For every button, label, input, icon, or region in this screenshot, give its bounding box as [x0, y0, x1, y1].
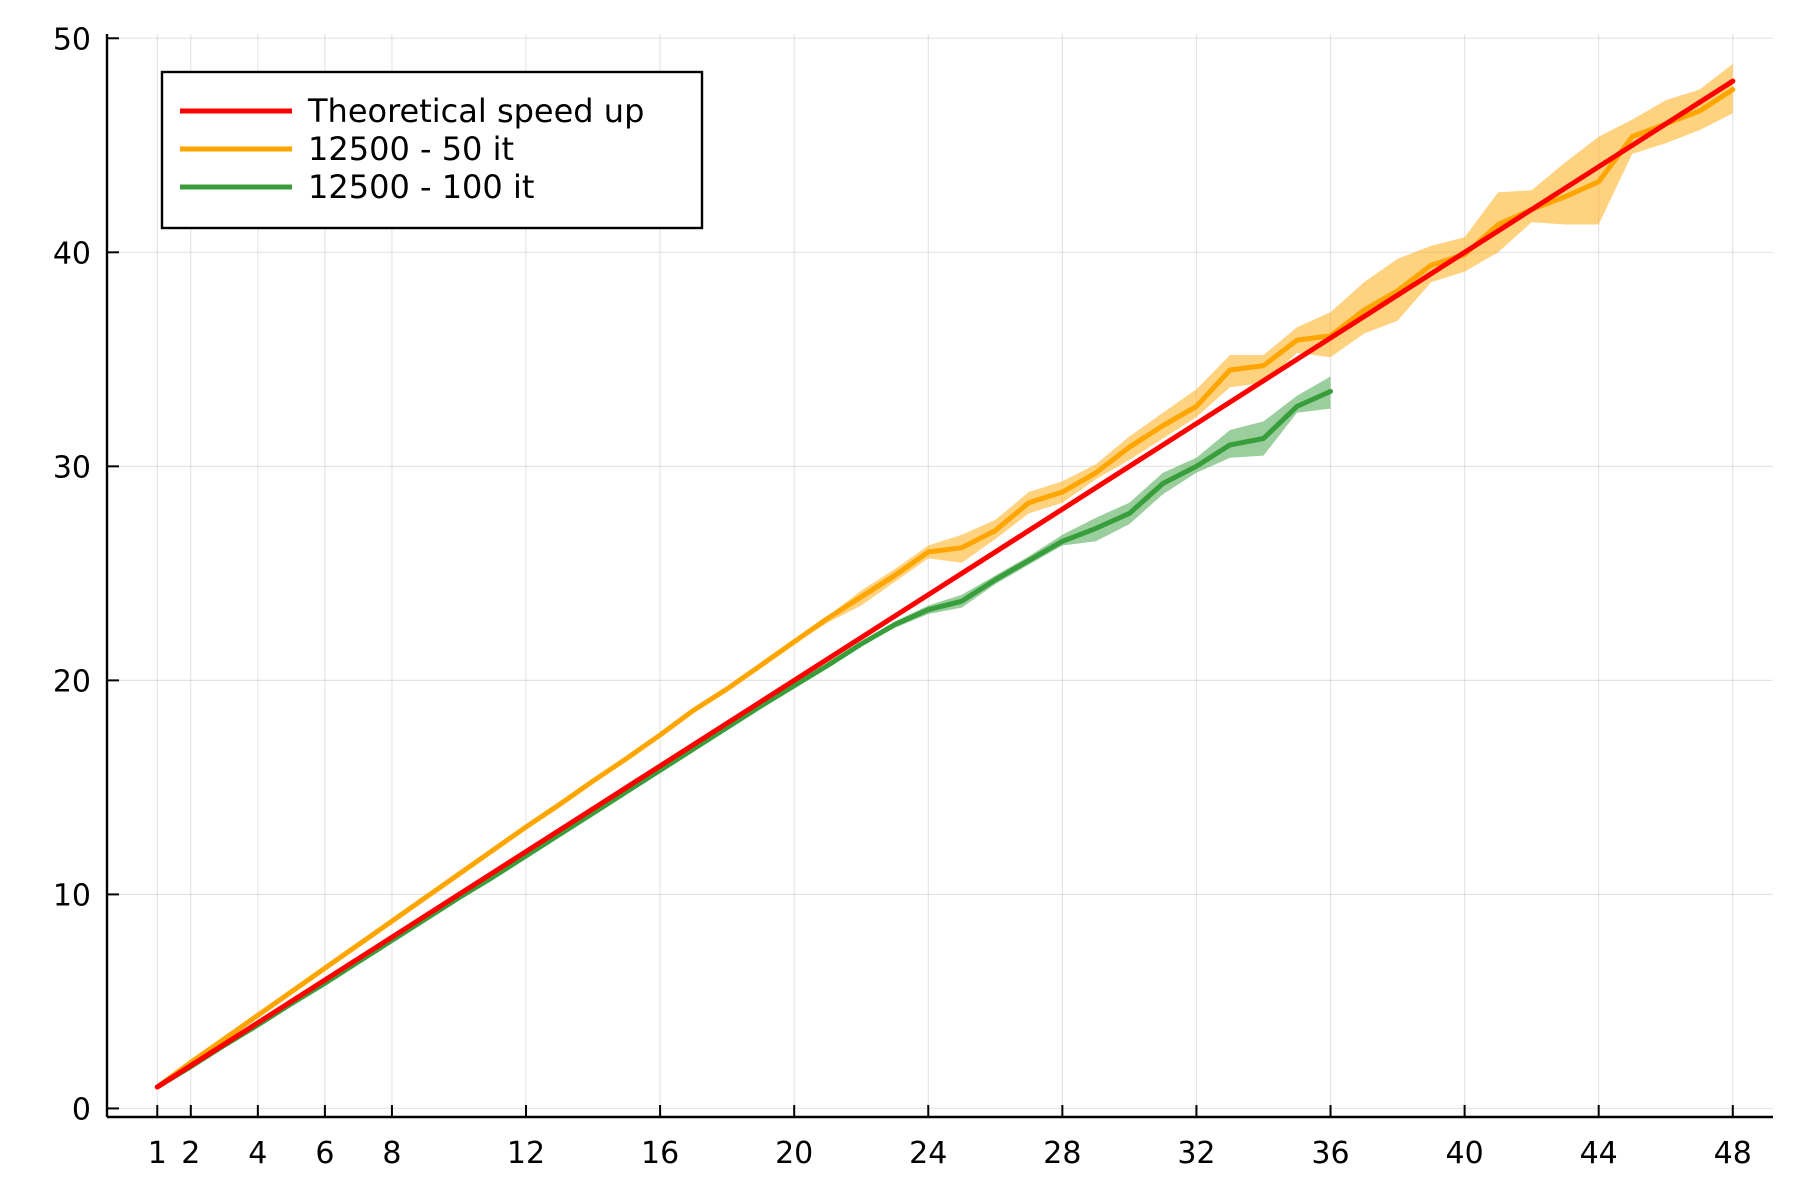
x-tick-label: 36 — [1311, 1136, 1349, 1171]
y-tick-label: 40 — [53, 236, 91, 271]
y-axis-ticks: 0 10 20 30 40 50 — [53, 22, 119, 1127]
x-tick-label: 44 — [1580, 1136, 1618, 1171]
y-tick-label: 10 — [53, 878, 91, 913]
series-lines — [154, 78, 1736, 1090]
x-tick-label: 40 — [1446, 1136, 1484, 1171]
y-tick-label: 20 — [53, 664, 91, 699]
y-tick-label: 30 — [53, 450, 91, 485]
y-tick-label: 0 — [72, 1092, 91, 1127]
x-tick-label: 4 — [248, 1136, 267, 1171]
x-tick-label: 28 — [1043, 1136, 1081, 1171]
series-line-2 — [154, 388, 1333, 1090]
x-tick-label: 12 — [507, 1136, 545, 1171]
x-tick-label: 1 — [148, 1136, 167, 1171]
x-tick-label: 6 — [315, 1136, 334, 1171]
series-band-1 — [157, 64, 1733, 1087]
x-tick-label: 2 — [181, 1136, 200, 1171]
x-tick-label: 24 — [909, 1136, 947, 1171]
axes — [105, 34, 1773, 1119]
legend-label-0: Theoretical speed up — [307, 92, 644, 130]
x-axis-ticks: 1 2 4 6 8 12 16 20 24 28 32 36 40 44 48 — [148, 1105, 1752, 1171]
legend-label-1: 12500 - 50 it — [308, 130, 514, 168]
legend-label-2: 12500 - 100 it — [308, 168, 534, 206]
x-tick-label: 32 — [1177, 1136, 1215, 1171]
x-tick-label: 8 — [382, 1136, 401, 1171]
x-tick-label: 16 — [641, 1136, 679, 1171]
series-line-0 — [154, 78, 1736, 1090]
y-tick-label: 50 — [53, 22, 91, 57]
x-tick-label: 48 — [1714, 1136, 1752, 1171]
x-tick-label: 20 — [775, 1136, 813, 1171]
